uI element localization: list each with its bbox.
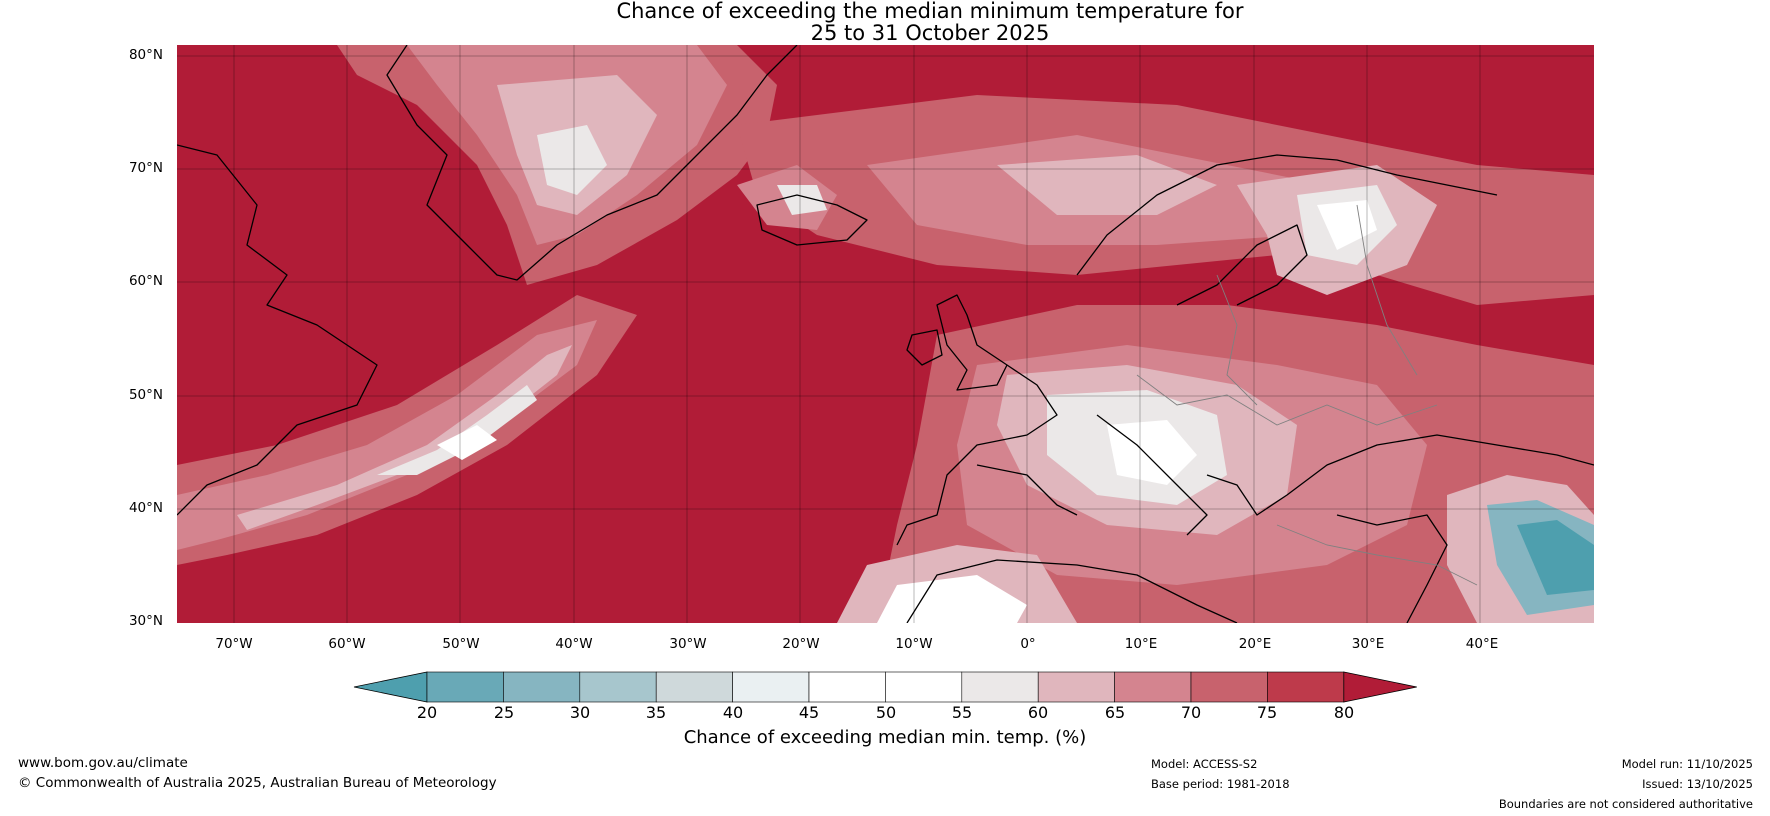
atlantic-anomaly-band	[177, 295, 637, 565]
colorbar-segment	[503, 671, 581, 703]
borders	[1136, 204, 1478, 586]
lat-label-30n: 30°N	[128, 613, 163, 629]
issued-text: Issued: 13/10/2025	[1642, 777, 1753, 791]
colorbar-extend-low	[353, 671, 428, 703]
graticule	[177, 45, 1594, 623]
website-text: www.bom.gov.au/climate	[18, 755, 188, 771]
lon-label-70w: 70°W	[215, 636, 253, 652]
uk-coast	[936, 294, 1008, 391]
lon-label-50w: 50°W	[442, 636, 480, 652]
greenland-anomaly-region	[337, 45, 777, 285]
lon-label-10e: 10°E	[1124, 636, 1158, 652]
model-text: Model: ACCESS-S2	[1151, 757, 1258, 771]
disclaimer-text: Boundaries are not considered authoritat…	[1498, 797, 1753, 811]
greenland-coast	[386, 45, 798, 281]
colorbar-extend-high	[1343, 671, 1417, 703]
lat-label-60n: 60°N	[128, 273, 163, 289]
colorbar-tick-65: 65	[1104, 703, 1126, 722]
colorbar-tick-35: 35	[645, 703, 667, 722]
med-east-coast	[1336, 514, 1448, 623]
iceland-coast	[756, 194, 868, 246]
nordic-anomaly-region	[737, 95, 1594, 305]
colorbar-tick-40: 40	[722, 703, 744, 722]
map-title-line2: 25 to 31 October 2025	[810, 21, 1050, 45]
ireland-coast	[906, 329, 943, 366]
model-run-text: Model run: 11/10/2025	[1621, 757, 1753, 771]
lon-label-30w: 30°W	[669, 636, 707, 652]
lon-label-0: 0°	[1020, 636, 1036, 652]
scandinavia-coast	[1076, 154, 1498, 306]
colorbar-segment	[885, 671, 963, 703]
base-period-text: Base period: 1981-2018	[1151, 777, 1290, 791]
colorbar-tick-20: 20	[416, 703, 438, 722]
lat-label-40n: 40°N	[128, 500, 163, 516]
colorbar-segment	[426, 671, 504, 703]
colorbar-tick-55: 55	[951, 703, 973, 722]
europe-anomaly-region	[837, 305, 1594, 623]
colorbar-tick-80: 80	[1333, 703, 1355, 722]
lon-label-20e: 20°E	[1238, 636, 1272, 652]
colorbar-segment	[1267, 671, 1345, 703]
lon-label-40w: 40°W	[555, 636, 593, 652]
lon-label-60w: 60°W	[328, 636, 366, 652]
map-title-line1: Chance of exceeding the median minimum t…	[616, 0, 1244, 23]
north-america-coast	[177, 144, 378, 516]
lat-label-50n: 50°N	[128, 387, 163, 403]
colorbar-tick-25: 25	[493, 703, 515, 722]
copyright-text: © Commonwealth of Australia 2025, Austra…	[18, 775, 497, 791]
colorbar-tick-50: 50	[875, 703, 897, 722]
lon-label-20w: 20°W	[782, 636, 820, 652]
colorbar-tick-70: 70	[1180, 703, 1202, 722]
colorbar-tick-45: 45	[798, 703, 820, 722]
colorbar-segment	[961, 671, 1039, 703]
europe-coast	[896, 364, 1594, 546]
colorbar-tick-75: 75	[1256, 703, 1278, 722]
coastlines	[177, 45, 1594, 623]
colorbar-segment	[579, 671, 657, 703]
lat-label-80n: 80°N	[128, 47, 163, 63]
north-africa-coast	[906, 559, 1238, 623]
colorbar-segment	[1190, 671, 1268, 703]
colorbar-tick-30: 30	[569, 703, 591, 722]
lon-label-40e: 40°E	[1465, 636, 1499, 652]
colorbar-segment	[732, 671, 810, 703]
colorbar-segment	[808, 671, 886, 703]
probability-map[interactable]	[177, 45, 1594, 623]
lat-label-70n: 70°N	[128, 160, 163, 176]
colorbar-tick-60: 60	[1027, 703, 1049, 722]
lon-label-10w: 10°W	[895, 636, 933, 652]
colorbar-segment	[1114, 671, 1192, 703]
lon-label-30e: 30°E	[1351, 636, 1385, 652]
colorbar-segment	[655, 671, 733, 703]
colorbar-label: Chance of exceeding median min. temp. (%…	[683, 727, 1087, 748]
colorbar-segment	[1037, 671, 1115, 703]
